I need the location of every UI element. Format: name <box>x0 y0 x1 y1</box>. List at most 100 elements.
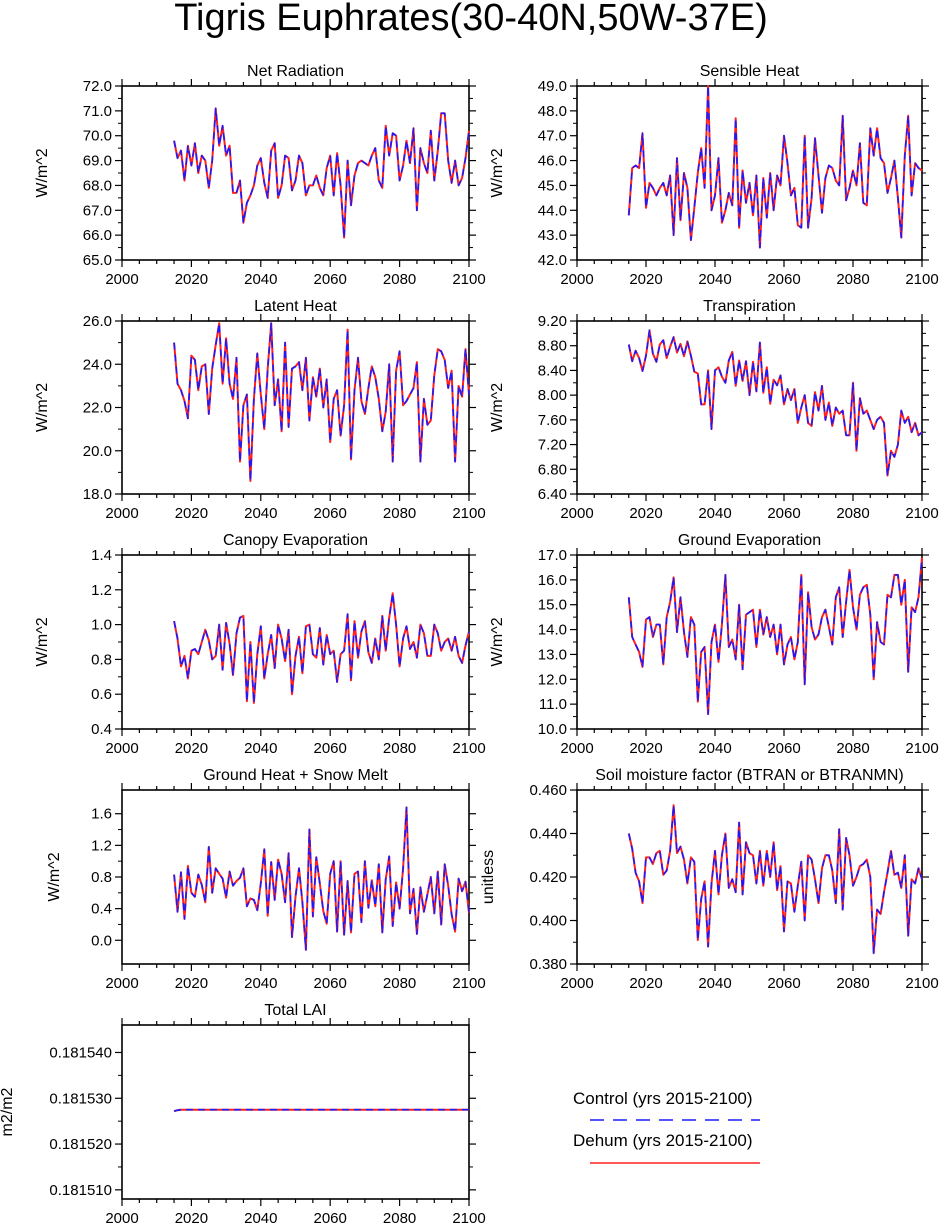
legend: Control (yrs 2015-2100) Dehum (yrs 2015-… <box>573 1089 760 1164</box>
x-tick-label: 2000 <box>105 271 138 288</box>
y-axis-label: W/m^2 <box>489 148 506 197</box>
y-tick-label: 0.400 <box>529 913 567 930</box>
y-tick-label: 0.8 <box>91 651 112 668</box>
x-tick-label: 2040 <box>244 740 277 757</box>
x-tick-label: 2040 <box>698 271 731 288</box>
figure-title: Tigris Euphrates(30-40N,50W-37E) <box>174 0 767 39</box>
y-tick-label: 12.0 <box>538 671 567 688</box>
panel-title: Transpiration <box>703 298 796 315</box>
y-tick-label: 8.00 <box>538 387 567 404</box>
y-tick-label: 45.0 <box>538 177 567 194</box>
x-tick-label: 2080 <box>836 505 869 522</box>
x-tick-label: 2060 <box>767 271 800 288</box>
panel-title: Sensible Heat <box>700 63 800 80</box>
x-tick-label: 2100 <box>905 740 938 757</box>
x-tick-label: 2100 <box>452 1210 485 1227</box>
x-tick-label: 2060 <box>767 975 800 992</box>
y-tick-label: 0.181510 <box>49 1182 112 1199</box>
x-tick-label: 2100 <box>905 505 938 522</box>
x-tick-label: 2080 <box>836 975 869 992</box>
y-tick-label: 16.0 <box>538 572 567 589</box>
x-tick-label: 2020 <box>175 740 208 757</box>
panel-net-radiation: Net Radiation W/m^2 2000 2020 2040 2060 2080 21… <box>34 63 486 288</box>
x-tick-label: 2020 <box>175 1210 208 1227</box>
y-tick-label: 7.20 <box>538 437 567 454</box>
panel-sensible-heat: Sensible Heat W/m^2 2000 2020 2040 2060 2080 21… <box>489 63 939 288</box>
y-tick-label: 68.0 <box>83 177 112 194</box>
series-dehum-line <box>173 107 470 239</box>
x-tick-label: 2080 <box>383 1210 416 1227</box>
x-tick-label: 2060 <box>314 740 347 757</box>
y-tick-label: 1.2 <box>91 582 112 599</box>
y-tick-label: 18.0 <box>83 486 112 503</box>
x-tick-label: 2040 <box>698 975 731 992</box>
y-axis-label: m2/m2 <box>0 1087 16 1136</box>
legend-control-label: Control (yrs 2015-2100) <box>573 1089 753 1108</box>
y-tick-label: 69.0 <box>83 153 112 170</box>
y-tick-label: 49.0 <box>538 78 567 95</box>
y-axis-label: W/m^2 <box>34 383 51 432</box>
y-tick-label: 6.80 <box>538 461 567 478</box>
y-tick-label: 24.0 <box>83 356 112 373</box>
y-axis-label: W/m^2 <box>34 617 51 666</box>
y-axis-label: W/m^2 <box>46 852 63 901</box>
panel-title: Total LAI <box>264 1002 326 1019</box>
panel-title: Net Radiation <box>247 63 344 80</box>
panel-title: Soil moisture factor (BTRAN or BTRANMN) <box>595 767 904 784</box>
x-tick-label: 2000 <box>560 740 593 757</box>
x-tick-label: 2100 <box>452 271 485 288</box>
y-axis-label: unitless <box>480 850 497 904</box>
y-tick-label: 0.4 <box>91 901 112 918</box>
x-tick-label: 2040 <box>698 505 731 522</box>
x-tick-label: 2100 <box>452 740 485 757</box>
x-tick-label: 2100 <box>905 271 938 288</box>
y-tick-label: 0.181530 <box>49 1090 112 1107</box>
x-tick-label: 2000 <box>105 1210 138 1227</box>
series-control-line <box>173 806 470 951</box>
panel-title: Ground Evaporation <box>678 532 821 549</box>
series-control-line <box>628 85 923 249</box>
x-tick-label: 2020 <box>629 740 662 757</box>
x-tick-label: 2080 <box>383 975 416 992</box>
panels: Net Radiation W/m^2 2000 2020 2040 2060 2080 21… <box>0 63 939 1227</box>
series-control-line <box>173 1108 469 1112</box>
x-tick-label: 2080 <box>836 271 869 288</box>
panel-title: Canopy Evaporation <box>223 532 368 549</box>
y-tick-label: 1.2 <box>91 837 112 854</box>
x-tick-label: 2100 <box>452 975 485 992</box>
y-tick-label: 9.20 <box>538 313 567 330</box>
y-tick-label: 10.0 <box>538 721 567 738</box>
y-tick-label: 0.181520 <box>49 1136 112 1153</box>
series-dehum-line <box>627 329 923 477</box>
x-tick-label: 2000 <box>560 505 593 522</box>
y-tick-label: 0.380 <box>529 956 567 973</box>
x-tick-label: 2020 <box>629 975 662 992</box>
y-tick-label: 48.0 <box>538 103 567 120</box>
panel-ground-heat-snow-melt: Ground Heat + Snow Melt W/m^2 2000 2020 2040… <box>46 767 486 992</box>
panel-title: Ground Heat + Snow Melt <box>203 767 388 784</box>
x-tick-label: 2060 <box>314 505 347 522</box>
plot-frame <box>121 554 470 730</box>
x-tick-label: 2080 <box>383 505 416 522</box>
y-tick-label: 44.0 <box>538 202 567 219</box>
y-tick-label: 46.0 <box>538 153 567 170</box>
x-tick-label: 2100 <box>452 505 485 522</box>
x-tick-label: 2020 <box>629 505 662 522</box>
y-tick-label: 17.0 <box>538 547 567 564</box>
x-tick-label: 2000 <box>105 505 138 522</box>
plot-frame <box>576 85 923 261</box>
x-tick-label: 2040 <box>244 505 277 522</box>
y-tick-label: 0.6 <box>91 686 112 703</box>
y-tick-label: 70.0 <box>83 128 112 145</box>
y-tick-label: 8.40 <box>538 362 567 379</box>
x-tick-label: 2080 <box>383 740 416 757</box>
y-tick-label: 1.0 <box>91 617 112 634</box>
x-tick-label: 2020 <box>175 271 208 288</box>
y-tick-label: 20.0 <box>83 443 112 460</box>
series-control-line <box>173 107 470 239</box>
y-tick-label: 0.420 <box>529 869 567 886</box>
y-tick-label: 15.0 <box>538 597 567 614</box>
panel-canopy-evaporation: Canopy Evaporation W/m^2 2000 2020 2040 2060 2… <box>34 532 486 757</box>
y-tick-label: 47.0 <box>538 128 567 145</box>
